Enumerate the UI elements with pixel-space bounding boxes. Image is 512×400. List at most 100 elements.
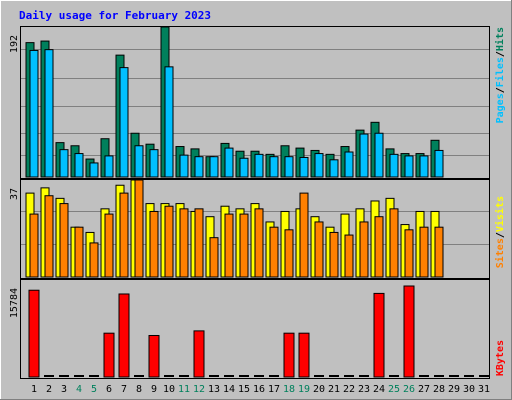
panel-kbytes-frame [20,279,490,379]
kbytes-bar-zero [269,375,279,377]
legend-item: KBytes [495,340,506,376]
kbytes-bar [118,293,130,378]
kbytes-bar [298,332,310,378]
kbytes-bar [283,332,295,378]
sites-bar [329,231,339,278]
sites-bar [29,213,39,278]
x-tick-label: 15 [238,384,250,395]
files-bar [359,133,369,178]
x-tick-label: 4 [76,384,82,395]
legend-text: Pages/Files/Hits [494,27,506,123]
legend-item: Pages [495,93,506,123]
sites-bar [74,226,84,278]
sites-bar [389,208,399,278]
kbytes-bar-zero [224,375,234,377]
kbytes-bar-zero [314,375,324,377]
legend-item: / [495,51,506,57]
kbytes-bar-zero [89,375,99,377]
sites-bar [179,208,189,278]
x-tick-label: 5 [91,384,97,395]
files-bar [224,147,234,178]
x-tick-label: 11 [178,384,190,395]
x-tick-label: 26 [403,384,415,395]
kbytes-bar [103,332,115,378]
kbytes-bar-zero [44,375,54,377]
x-axis-labels: 1 2 3 4 5 6 7 8 9 10 11 12 13 14 15 16 17 18 19 20 21 22 23 24 2… [31,384,490,395]
legend-item: Hits [494,27,506,51]
sites-bar [104,213,114,278]
x-tick-label: 25 [388,384,400,395]
sites-bar [299,192,309,278]
x-tick-label: 10 [163,384,175,395]
hits-files-ymax-label: 192 [9,35,20,53]
legend-item: / [495,87,506,93]
kbytes-bar-zero [164,375,174,377]
kbytes-legend: KBytes [495,340,506,376]
sites-bar [224,213,234,278]
kbytes-bar [28,289,40,378]
x-tick-label: 27 [418,384,430,395]
sites-bar [89,242,99,278]
files-bar [59,149,69,178]
x-tick-label: 9 [151,384,157,395]
x-tick-label: 28 [433,384,445,395]
x-tick-label: 14 [223,384,235,395]
panel-kbytes-bars [28,285,489,378]
kbytes-bar-zero [179,375,189,377]
legend-item: / [495,232,506,238]
kbytes-bar [193,330,205,378]
files-bar [419,155,429,178]
kbytes-bar-zero [209,375,219,377]
kbytes-bar-zero [254,375,264,377]
files-bar [44,49,54,178]
x-tick-label: 7 [121,384,127,395]
files-bar [119,67,129,178]
files-bar [179,154,189,178]
panel-kbytes: 15784 KBytes [9,279,506,379]
sites-bar [254,208,264,278]
sites-bar [284,229,294,278]
sites-visits-legend: Sites/Visits [494,196,506,268]
kbytes-bar-zero [479,375,489,377]
sites-bar [434,226,444,278]
files-bar [269,156,279,178]
x-tick-label: 8 [136,384,142,395]
panel-hits-files: 192 Pages/Files/Hits [9,26,506,179]
sites-bar [419,226,429,278]
kbytes-bar-zero [449,375,459,377]
x-tick-label: 3 [61,384,67,395]
files-bar [329,159,339,178]
x-tick-label: 30 [463,384,475,395]
panel-sites-visits: 37 Sites/Visits [9,179,506,279]
x-tick-label: 16 [253,384,265,395]
files-bar [149,149,159,178]
sites-bar [59,203,69,278]
x-tick-label: 29 [448,384,460,395]
files-bar [299,156,309,178]
x-tick-label: 20 [313,384,325,395]
sites-bar [239,213,249,278]
files-bar [314,153,324,178]
kbytes-bar-zero [329,375,339,377]
legend-text: KBytes [495,340,506,376]
sites-bar [194,208,204,278]
sites-bar [209,237,219,278]
files-bar [434,149,444,178]
legend-item: Visits [494,196,506,232]
kbytes-bar-zero [464,375,474,377]
kbytes-bar-zero [434,375,444,377]
kbytes-bar-zero [344,375,354,377]
sites-bar [269,226,279,278]
x-tick-label: 6 [106,384,112,395]
legend-item: Sites [494,238,506,268]
legend-text: Sites/Visits [494,196,506,268]
files-bar [104,155,114,178]
sites-visits-ymax-label: 37 [9,188,20,200]
x-tick-label: 31 [478,384,490,395]
kbytes-bar-zero [389,375,399,377]
x-tick-label: 17 [268,384,280,395]
kbytes-bar-zero [74,375,84,377]
x-tick-label: 21 [328,384,340,395]
kbytes-ymax-label: 15784 [9,288,20,318]
